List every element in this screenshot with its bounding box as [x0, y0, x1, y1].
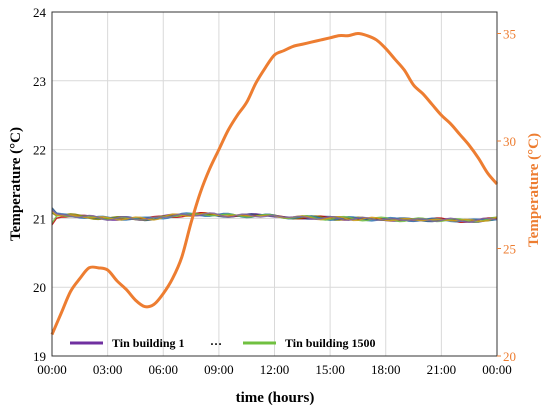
legend-label-last: Tin building 1500 — [285, 336, 376, 350]
outdoor-temperature-series — [50, 32, 499, 336]
y-left-axis-ticks: 19 20 21 22 23 24 — [33, 5, 47, 364]
y-left-tick-label: 20 — [33, 280, 46, 295]
y-right-tick-label: 30 — [503, 134, 516, 149]
y-right-tick-label: 25 — [503, 242, 516, 257]
building-temperature-line — [51, 209, 498, 223]
x-axis-title: time (hours) — [236, 390, 315, 406]
x-tick-label: 21:00 — [427, 362, 457, 377]
legend-label-first: Tin building 1 — [112, 336, 185, 350]
y-left-tick-label: 24 — [33, 5, 47, 20]
y-right-axis-title: Temperature (°C) — [526, 133, 542, 247]
y-right-axis-ticks: 20 25 30 35 — [497, 27, 516, 364]
x-tick-label: 06:00 — [148, 362, 178, 377]
y-left-axis-title: Temperature (°C) — [8, 127, 24, 241]
x-tick-label: 18:00 — [371, 362, 401, 377]
y-right-tick-label: 20 — [503, 349, 516, 364]
x-tick-label: 03:00 — [93, 362, 123, 377]
legend: Tin building 1 … Tin building 1500 — [70, 334, 376, 350]
building-temperature-series — [51, 207, 498, 226]
x-tick-label: 00:00 — [37, 362, 67, 377]
y-left-tick-label: 21 — [33, 211, 46, 226]
y-left-tick-label: 19 — [33, 349, 46, 364]
x-tick-label: 12:00 — [260, 362, 290, 377]
y-left-tick-label: 23 — [33, 74, 46, 89]
legend-ellipsis: … — [210, 334, 222, 348]
x-axis-ticks: 00:00 03:00 06:00 09:00 12:00 15:00 18:00 21:00… — [37, 362, 512, 377]
outdoor-temperature-line — [50, 32, 499, 336]
x-tick-label: 09:00 — [204, 362, 234, 377]
x-tick-label: 00:00 — [482, 362, 512, 377]
plot-frame — [51, 11, 498, 357]
y-left-tick-label: 22 — [33, 143, 46, 158]
y-right-tick-label: 35 — [503, 27, 516, 42]
x-tick-label: 15:00 — [315, 362, 345, 377]
